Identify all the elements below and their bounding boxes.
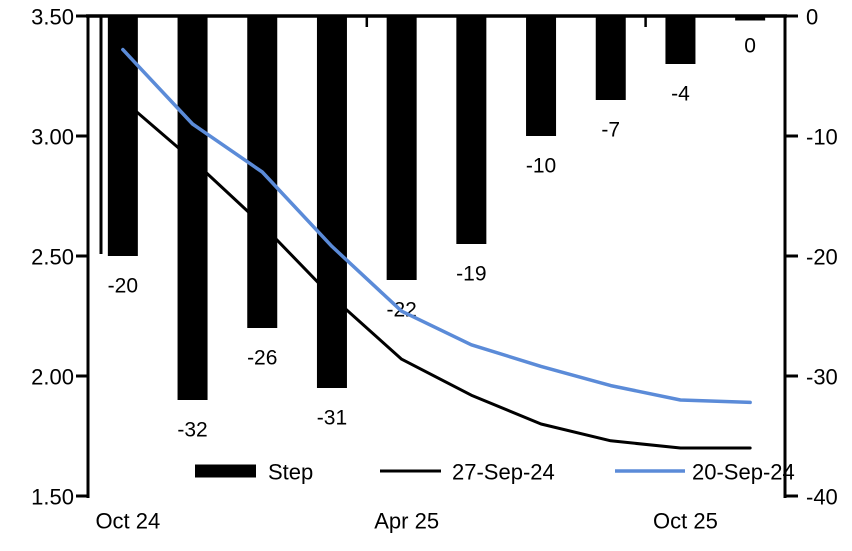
bar-data-label: -20 <box>108 275 138 298</box>
legend-label: Step <box>268 460 313 485</box>
x-axis-label: Oct 25 <box>653 509 718 534</box>
bar-data-label: 0 <box>744 35 756 58</box>
right-axis-tick-label: 0 <box>806 5 818 30</box>
x-axis-label: Apr 25 <box>374 509 439 534</box>
bar-data-label: -32 <box>177 419 207 442</box>
left-axis-tick-label: 3.00 <box>31 125 74 150</box>
bar <box>177 16 208 400</box>
legend-label: 20-Sep-24 <box>692 460 795 485</box>
bar-data-label: -4 <box>671 83 690 106</box>
left-axis-tick-label: 3.50 <box>31 5 74 30</box>
bar <box>456 16 487 244</box>
bar-data-label: -26 <box>247 347 277 370</box>
line-27-sep-24 <box>121 98 752 450</box>
left-axis-tick-label: 2.00 <box>31 365 74 390</box>
bar <box>665 16 696 64</box>
bar <box>386 16 417 280</box>
line-20-sep-24 <box>121 47 752 405</box>
x-axis-label: Oct 24 <box>95 509 160 534</box>
bar <box>735 16 766 21</box>
right-axis-tick-label: -20 <box>806 245 838 270</box>
bar-data-label: -10 <box>526 155 556 178</box>
right-axis-tick-label: -30 <box>806 365 838 390</box>
legend-swatch-bar <box>195 464 256 478</box>
bar-data-label: -19 <box>456 263 486 286</box>
legend-label: 27-Sep-24 <box>452 460 555 485</box>
right-axis-tick-label: -40 <box>806 485 838 510</box>
bar-data-label: -7 <box>601 119 620 142</box>
right-axis-tick-label: -10 <box>806 125 838 150</box>
left-axis-tick-label: 2.50 <box>31 245 74 270</box>
bar <box>316 16 347 388</box>
left-axis-tick-label: 1.50 <box>31 485 74 510</box>
bar <box>107 16 138 256</box>
bar-data-label: -31 <box>317 407 347 430</box>
bar <box>526 16 557 136</box>
bar <box>595 16 626 100</box>
